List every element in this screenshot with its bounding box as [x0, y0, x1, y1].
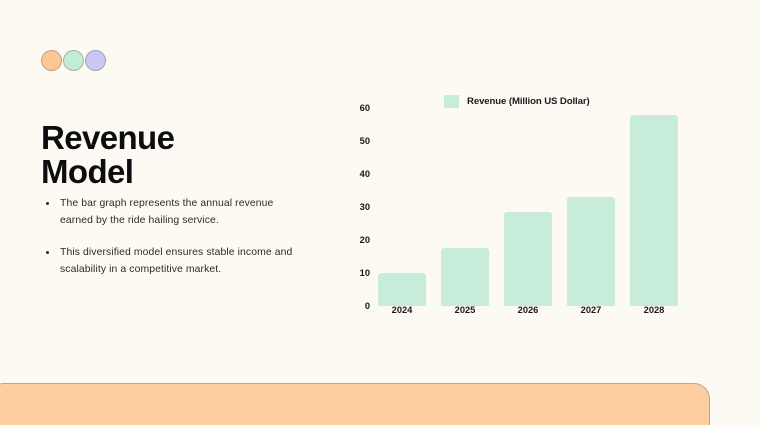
chart-legend: Revenue (Million US Dollar)	[444, 95, 590, 108]
x-axis-tick: 2027	[580, 305, 602, 315]
page-title-line-1: Revenue	[41, 119, 175, 157]
x-axis-tick: 2028	[643, 305, 665, 315]
dot-lavender-icon	[85, 50, 106, 71]
list-item: This diversified model ensures stable in…	[44, 245, 304, 279]
legend-swatch-icon	[444, 95, 459, 108]
bar-column	[504, 108, 552, 306]
bar-column	[378, 108, 426, 306]
decorative-dots	[41, 50, 106, 71]
y-axis-tick: 50	[359, 136, 370, 146]
x-axis-tick: 2024	[391, 305, 413, 315]
y-axis-tick: 30	[359, 202, 370, 212]
bottom-band	[0, 383, 710, 425]
dot-orange-icon	[41, 50, 62, 71]
y-axis-tick: 40	[359, 169, 370, 179]
y-axis-tick: 60	[359, 103, 370, 113]
y-axis-tick: 0	[364, 301, 370, 311]
chart-plot-area: 60 50 40 30 20 10 0	[340, 103, 700, 311]
legend-label: Revenue (Million US Dollar)	[467, 96, 590, 107]
dot-mint-icon	[63, 50, 84, 71]
x-axis: 2024 2025 2026 2027 2028	[378, 305, 678, 315]
x-axis-tick: 2026	[517, 305, 539, 315]
bar-column	[567, 108, 615, 306]
bar-2028[interactable]	[630, 114, 678, 306]
revenue-bar-chart: Revenue (Million US Dollar) 60 50 40 30 …	[340, 92, 700, 327]
y-axis: 60 50 40 30 20 10 0	[340, 103, 370, 311]
y-axis-tick: 20	[359, 235, 370, 245]
page-title-line-2: Model	[41, 153, 134, 191]
bar-column	[630, 108, 678, 306]
y-axis-tick: 10	[359, 268, 370, 278]
bar-2027[interactable]	[567, 197, 615, 306]
list-item: The bar graph represents the annual reve…	[44, 196, 304, 230]
bar-2026[interactable]	[504, 211, 552, 306]
bar-2025[interactable]	[441, 248, 489, 306]
page-title: Revenue Model	[41, 121, 341, 189]
bullet-list: The bar graph represents the annual reve…	[44, 196, 304, 278]
x-axis-tick: 2025	[454, 305, 476, 315]
chart-bars	[378, 108, 678, 306]
bar-column	[441, 108, 489, 306]
bar-2024[interactable]	[378, 273, 426, 306]
